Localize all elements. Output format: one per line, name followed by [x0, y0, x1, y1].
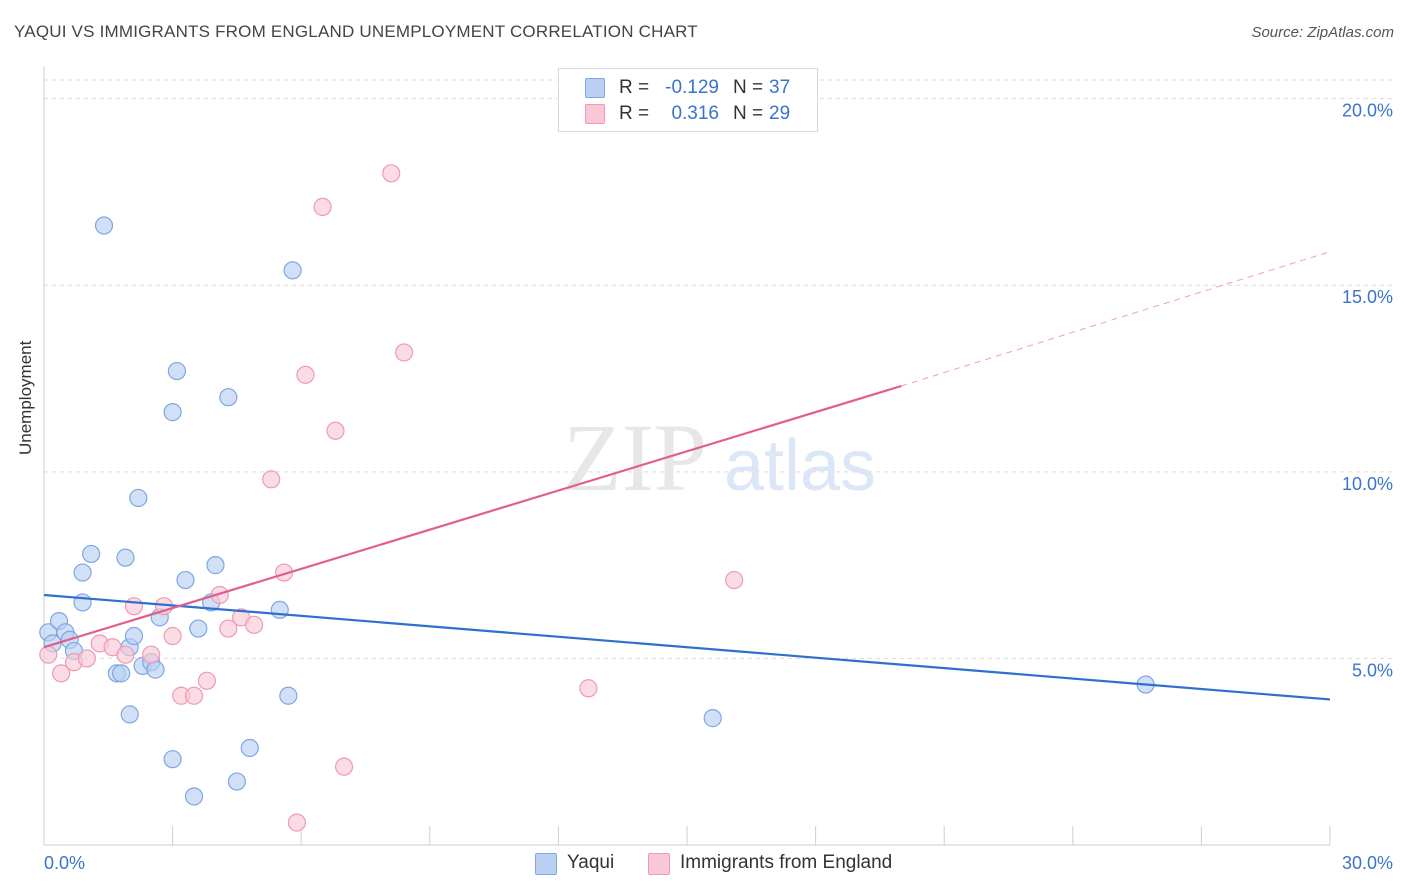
england-swatch — [585, 104, 605, 124]
england-point — [579, 679, 598, 698]
england-point — [197, 671, 216, 690]
england-point — [382, 164, 401, 183]
england-point — [52, 664, 71, 683]
england-point — [287, 813, 307, 832]
yaqui-point — [184, 787, 204, 806]
yaqui-point — [73, 593, 92, 612]
source-label: Source: ZipAtlas.com — [1251, 24, 1394, 41]
england-point — [39, 645, 58, 664]
england-point — [163, 626, 182, 646]
x-tick-label: 0.0% — [44, 853, 85, 873]
england-point — [124, 597, 144, 616]
yaqui-point — [146, 660, 165, 679]
yaqui-point — [270, 600, 289, 620]
england-legend-swatch — [648, 853, 670, 875]
england-point — [116, 645, 135, 664]
r-label: R = — [619, 103, 650, 124]
yaqui-point — [189, 619, 208, 638]
n-label: N = — [733, 103, 764, 124]
trend-lines — [43, 251, 1331, 701]
yaqui-point — [206, 556, 225, 575]
england-trend-extension — [901, 251, 1331, 387]
yaqui-point — [116, 548, 135, 567]
england-point — [326, 421, 345, 440]
england-point — [244, 615, 264, 634]
england-point — [313, 197, 332, 216]
watermark: ZIP atlas — [563, 404, 876, 511]
n-value: 37 — [769, 77, 791, 98]
england-point — [77, 649, 96, 668]
yaqui-legend-label: Yaqui — [567, 852, 615, 873]
y-tick-label: 10.0% — [1342, 474, 1393, 494]
x-tick-label: 30.0% — [1342, 853, 1393, 873]
chart-title: YAQUI VS IMMIGRANTS FROM ENGLAND UNEMPLO… — [14, 22, 698, 41]
yaqui-legend-swatch — [535, 853, 557, 875]
n-value: 29 — [769, 103, 791, 124]
watermark-zip: ZIP — [563, 404, 707, 511]
england-point — [219, 619, 238, 638]
r-label: R = — [619, 77, 650, 98]
grid-lines — [44, 79, 1392, 659]
england-point — [725, 570, 744, 590]
yaqui-point — [283, 261, 302, 280]
england-point — [394, 343, 414, 362]
tick-labels: 5.0% 10.0% 15.0% 20.0% 0.0% 30.0% — [44, 101, 1393, 873]
yaqui-point — [227, 772, 246, 791]
yaqui-point — [279, 686, 298, 705]
yaqui-point — [176, 570, 195, 590]
england-point — [142, 645, 161, 664]
y-tick-label: 20.0% — [1342, 101, 1393, 121]
yaqui-point — [82, 544, 101, 564]
yaqui-point — [163, 403, 182, 422]
y-tick-label: 5.0% — [1352, 660, 1393, 680]
n-label: N = — [733, 77, 764, 98]
england-point — [210, 585, 229, 605]
yaqui-point — [129, 488, 148, 508]
r-value: 0.316 — [671, 103, 719, 124]
correlation-legend: R = -0.129 N = 37 R = 0.316 N = 29 — [558, 68, 818, 132]
england-point — [262, 470, 281, 489]
england-point — [184, 686, 204, 705]
yaqui-point — [73, 563, 92, 582]
england-legend-label: Immigrants from England — [680, 852, 893, 873]
y-axis-label: Unemployment — [16, 340, 35, 455]
data-points — [39, 164, 1155, 832]
yaqui-point — [240, 738, 259, 758]
yaqui-trend-line — [43, 593, 1331, 701]
y-tick-label: 15.0% — [1342, 287, 1393, 307]
yaqui-point — [163, 750, 182, 769]
yaqui-point — [703, 709, 722, 728]
england-point — [334, 757, 354, 776]
yaqui-swatch — [585, 78, 605, 98]
yaqui-point — [219, 388, 238, 407]
watermark-atlas: atlas — [724, 426, 876, 506]
yaqui-point — [167, 361, 186, 381]
yaqui-point — [120, 705, 139, 724]
yaqui-point — [124, 626, 144, 646]
england-trend-line — [43, 384, 902, 649]
yaqui-point — [112, 664, 131, 683]
yaqui-point — [94, 216, 114, 235]
england-point — [296, 365, 315, 384]
r-value: -0.129 — [665, 77, 719, 98]
